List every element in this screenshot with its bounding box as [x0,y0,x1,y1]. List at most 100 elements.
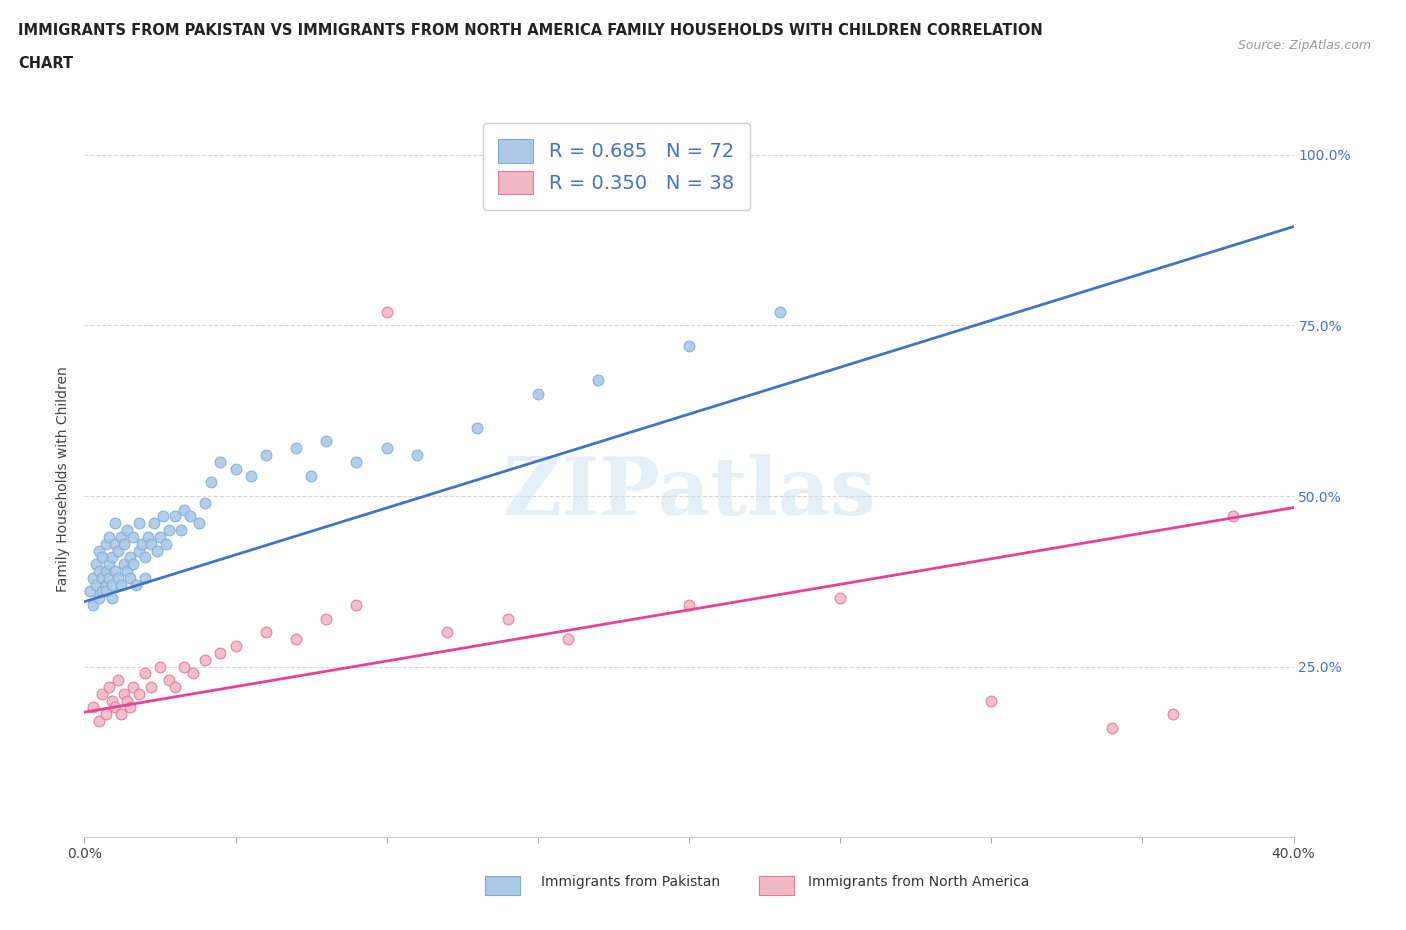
Point [284,441,308,456]
Point [315,611,337,626]
Text: CHART: CHART [18,56,73,71]
Point [115,693,138,708]
Point [128,543,150,558]
Point [194,652,217,667]
Point [112,557,135,572]
Point [94,578,117,592]
Point [89,564,111,578]
Point [254,447,277,462]
Point [104,516,127,531]
Point [97,570,120,585]
Point [1101,721,1123,736]
Point [588,373,610,388]
Point [112,537,135,551]
Point [121,529,143,544]
Point [86,557,108,572]
Point [200,475,222,490]
Point [110,529,132,544]
Point [188,516,211,531]
Legend: R = 0.685   N = 72, R = 0.350   N = 38: R = 0.685 N = 72, R = 0.350 N = 38 [482,124,749,210]
Point [121,557,143,572]
Point [678,598,700,613]
Point [100,550,122,565]
Point [100,693,122,708]
Point [104,700,127,715]
Point [1161,707,1184,722]
Point [142,516,165,531]
Point [181,666,204,681]
Text: ZIPatlas: ZIPatlas [503,454,875,532]
Point [375,441,398,456]
Point [104,564,127,578]
Text: Immigrants from Pakistan: Immigrants from Pakistan [541,875,720,889]
Point [136,529,159,544]
Point [134,570,156,585]
Point [107,672,129,687]
Point [97,680,120,695]
Point [82,570,104,585]
Point [467,420,489,435]
Point [89,713,111,728]
Point [170,523,193,538]
Point [118,570,141,585]
Point [830,591,852,605]
Point [146,543,169,558]
Point [346,455,368,470]
Point [91,686,114,701]
Point [769,304,792,319]
Point [89,591,111,605]
Point [173,659,195,674]
Point [406,447,429,462]
Point [152,509,174,524]
Point [125,578,148,592]
Point [157,672,180,687]
Point [94,537,117,551]
Point [209,455,232,470]
Point [104,537,127,551]
Point [82,700,104,715]
Point [173,502,195,517]
Point [496,611,519,626]
Point [100,578,122,592]
Point [375,304,398,319]
Point [239,468,262,483]
Point [100,591,122,605]
Point [97,557,120,572]
Point [94,564,117,578]
Point [299,468,322,483]
Point [225,461,247,476]
Point [163,509,186,524]
Point [82,598,104,613]
Point [526,386,548,401]
Point [107,543,129,558]
Point [149,529,172,544]
Point [254,625,277,640]
Point [91,570,114,585]
Point [91,584,114,599]
Point [315,434,337,449]
Point [86,578,108,592]
Text: IMMIGRANTS FROM PAKISTAN VS IMMIGRANTS FROM NORTH AMERICA FAMILY HOUSEHOLDS WITH: IMMIGRANTS FROM PAKISTAN VS IMMIGRANTS F… [18,23,1043,38]
Point [134,550,156,565]
Y-axis label: Family Households with Children: Family Households with Children [56,366,70,591]
Point [134,666,156,681]
Point [118,550,141,565]
Point [79,584,101,599]
Point [139,537,162,551]
Point [118,700,141,715]
Point [94,707,117,722]
Point [225,639,247,654]
Point [89,543,111,558]
Point [346,598,368,613]
Point [112,686,135,701]
Point [557,631,579,646]
Point [115,564,138,578]
Text: Immigrants from North America: Immigrants from North America [808,875,1029,889]
Point [139,680,162,695]
Point [284,631,308,646]
Point [980,693,1002,708]
Point [678,339,700,353]
Point [115,523,138,538]
Point [97,529,120,544]
Point [149,659,172,674]
